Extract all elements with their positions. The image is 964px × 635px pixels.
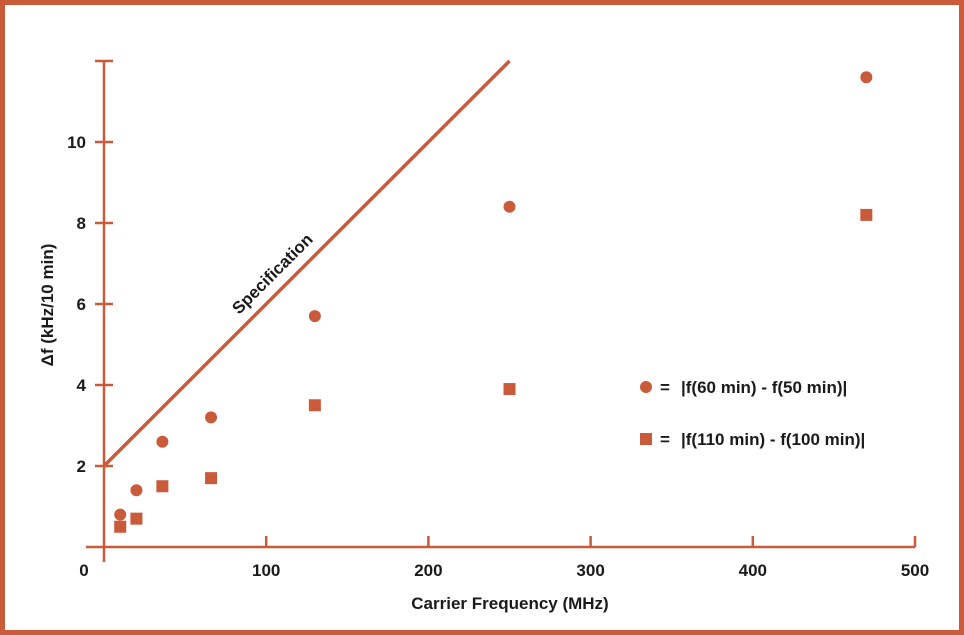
data-point-square <box>860 208 873 221</box>
data-point-circle <box>205 411 218 424</box>
legend-item-square: = |f(110 min) - f(100 min)| <box>640 430 865 449</box>
y-tick-label: 8 <box>77 214 86 233</box>
data-point-square <box>156 480 169 493</box>
legend-circle-marker <box>640 381 652 393</box>
y-tick-label: 6 <box>77 295 86 314</box>
x-ticks: 0 100 200 300 400 500 <box>79 536 929 580</box>
data-point-circle <box>860 71 873 84</box>
data-point-square <box>114 520 127 533</box>
data-point-circle <box>156 435 169 448</box>
data-point-circle <box>114 508 127 521</box>
specification-group: Specification <box>102 59 511 468</box>
legend-equals-circle: = <box>660 378 670 397</box>
y-tick-label: 2 <box>77 457 86 476</box>
specification-line <box>102 59 511 468</box>
data-points <box>114 71 873 533</box>
data-point-square <box>130 512 143 525</box>
data-point-circle <box>130 484 143 497</box>
legend: = |f(60 min) - f(50 min)| = |f(110 min) … <box>640 378 865 449</box>
x-tick-label: 100 <box>252 561 280 580</box>
y-tick-label: 10 <box>67 133 86 152</box>
y-tick-label: 4 <box>77 376 87 395</box>
data-point-circle <box>308 310 321 323</box>
x-tick-label: 500 <box>901 561 929 580</box>
x-tick-label: 200 <box>414 561 442 580</box>
y-ticks: 2 4 6 8 10 <box>67 59 113 476</box>
y-axis-title: Δf (kHz/10 min) <box>38 244 57 367</box>
legend-square-marker <box>640 433 652 445</box>
specification-label: Specification <box>228 230 316 318</box>
data-point-square <box>308 399 321 412</box>
legend-equals-square: = <box>660 430 670 449</box>
x-tick-label: 0 <box>79 561 88 580</box>
data-point-square <box>503 383 516 396</box>
legend-item-circle: = |f(60 min) - f(50 min)| <box>640 378 847 397</box>
data-point-circle <box>503 200 516 213</box>
data-point-square <box>205 472 218 485</box>
legend-label-square: |f(110 min) - f(100 min)| <box>681 430 865 449</box>
x-axis-title: Carrier Frequency (MHz) <box>411 594 608 613</box>
axes <box>86 61 915 562</box>
x-tick-label: 400 <box>739 561 767 580</box>
legend-label-circle: |f(60 min) - f(50 min)| <box>681 378 847 397</box>
x-tick-label: 300 <box>576 561 604 580</box>
